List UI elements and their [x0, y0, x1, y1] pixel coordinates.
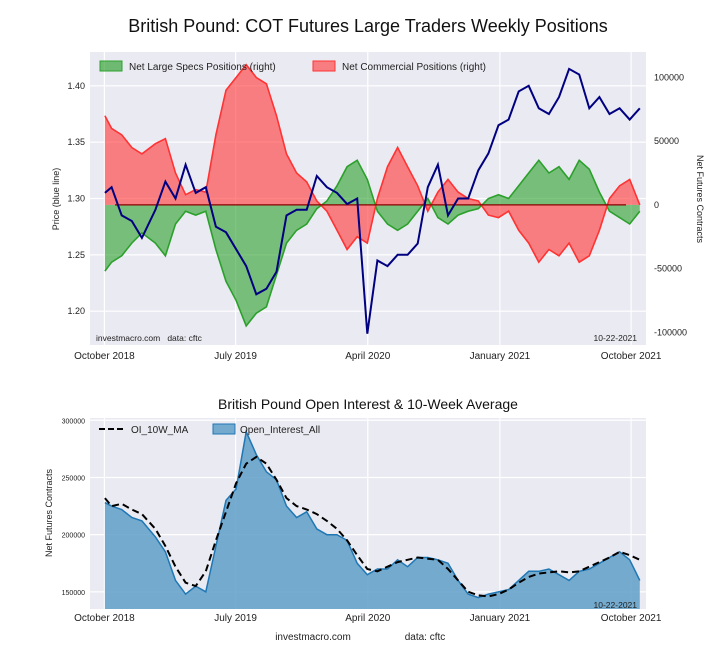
bottom-ylabel: Net Futures Contracts — [44, 468, 54, 557]
bottom-x-tick-label: April 2020 — [345, 613, 390, 624]
top-right-tick-label: 100000 — [654, 72, 684, 82]
legend-swatch-commercial — [312, 60, 336, 72]
top-ylabel-right: Net Futures Contracts — [695, 155, 705, 244]
bottom-y-tick-label: 150000 — [62, 590, 85, 597]
legend-swatch-oi — [212, 423, 236, 435]
top-price-line — [104, 67, 641, 334]
top-right-tick-label: -50000 — [654, 264, 682, 274]
ma-line — [104, 455, 641, 598]
top-right-axis: -100000 -50000 0 50000 100000 — [654, 72, 687, 337]
bottom-x-tick-label: January 2021 — [470, 613, 531, 624]
specs-area-edge — [104, 159, 641, 328]
bottom-ma-line — [104, 455, 641, 598]
top-chart-title: British Pound: COT Futures Large Traders… — [128, 16, 608, 36]
specs-area — [104, 160, 640, 326]
top-left-tick-label: 1.30 — [67, 194, 85, 204]
top-x-axis: October 2018 July 2019 April 2020 January 2… — [74, 351, 662, 362]
top-source-note: investmacro.com data: cftc — [96, 333, 203, 343]
top-right-tick-label: 0 — [654, 200, 659, 210]
top-ylabel-left: Price (blue line) — [51, 168, 61, 231]
bottom-y-tick-label: 300000 — [62, 418, 85, 425]
top-right-tick-label: -100000 — [654, 327, 687, 337]
bottom-x-tick-label: July 2019 — [214, 613, 257, 624]
top-x-tick-label: April 2020 — [345, 351, 390, 362]
top-left-tick-label: 1.20 — [67, 306, 85, 316]
top-left-tick-label: 1.40 — [67, 81, 85, 91]
commercial-area — [104, 64, 640, 263]
top-right-tick-label: 50000 — [654, 136, 679, 146]
bottom-areas — [104, 429, 641, 609]
price-line — [104, 67, 641, 334]
legend-swatch-specs — [99, 60, 123, 72]
bottom-x-tick-label: October 2018 — [74, 613, 135, 624]
legend-label-ma: OI_10W_MA — [131, 425, 189, 436]
top-x-tick-label: October 2021 — [601, 351, 662, 362]
top-left-axis: 1.20 1.25 1.30 1.35 1.40 — [67, 81, 85, 316]
footer-site: investmacro.com — [275, 632, 351, 643]
open-interest-edge — [104, 429, 641, 599]
bottom-y-axis: 150000 200000 250000 300000 — [62, 418, 85, 597]
top-legend: Net Large Specs Positions (right) Net Co… — [99, 60, 486, 73]
bottom-date-note: 10-22-2021 — [594, 600, 638, 610]
top-left-tick-label: 1.35 — [67, 137, 85, 147]
legend-label-specs: Net Large Specs Positions (right) — [129, 62, 276, 73]
top-x-tick-label: July 2019 — [214, 351, 257, 362]
legend-label-commercial: Net Commercial Positions (right) — [342, 62, 486, 73]
top-x-tick-label: October 2018 — [74, 351, 135, 362]
bottom-x-tick-label: October 2021 — [601, 613, 662, 624]
bottom-legend: OI_10W_MA Open_Interest_All — [99, 423, 320, 436]
legend-label-oi: Open_Interest_All — [240, 425, 320, 436]
footer-data: data: cftc — [405, 632, 446, 643]
top-x-tick-label: January 2021 — [470, 351, 531, 362]
top-date-note: 10-22-2021 — [594, 333, 638, 343]
bottom-x-axis: October 2018 July 2019 April 2020 January 2… — [74, 613, 662, 624]
bottom-y-tick-label: 200000 — [62, 533, 85, 540]
bottom-y-tick-label: 250000 — [62, 475, 85, 482]
bottom-chart-title: British Pound Open Interest & 10-Week Av… — [218, 396, 518, 412]
top-left-tick-label: 1.25 — [67, 250, 85, 260]
